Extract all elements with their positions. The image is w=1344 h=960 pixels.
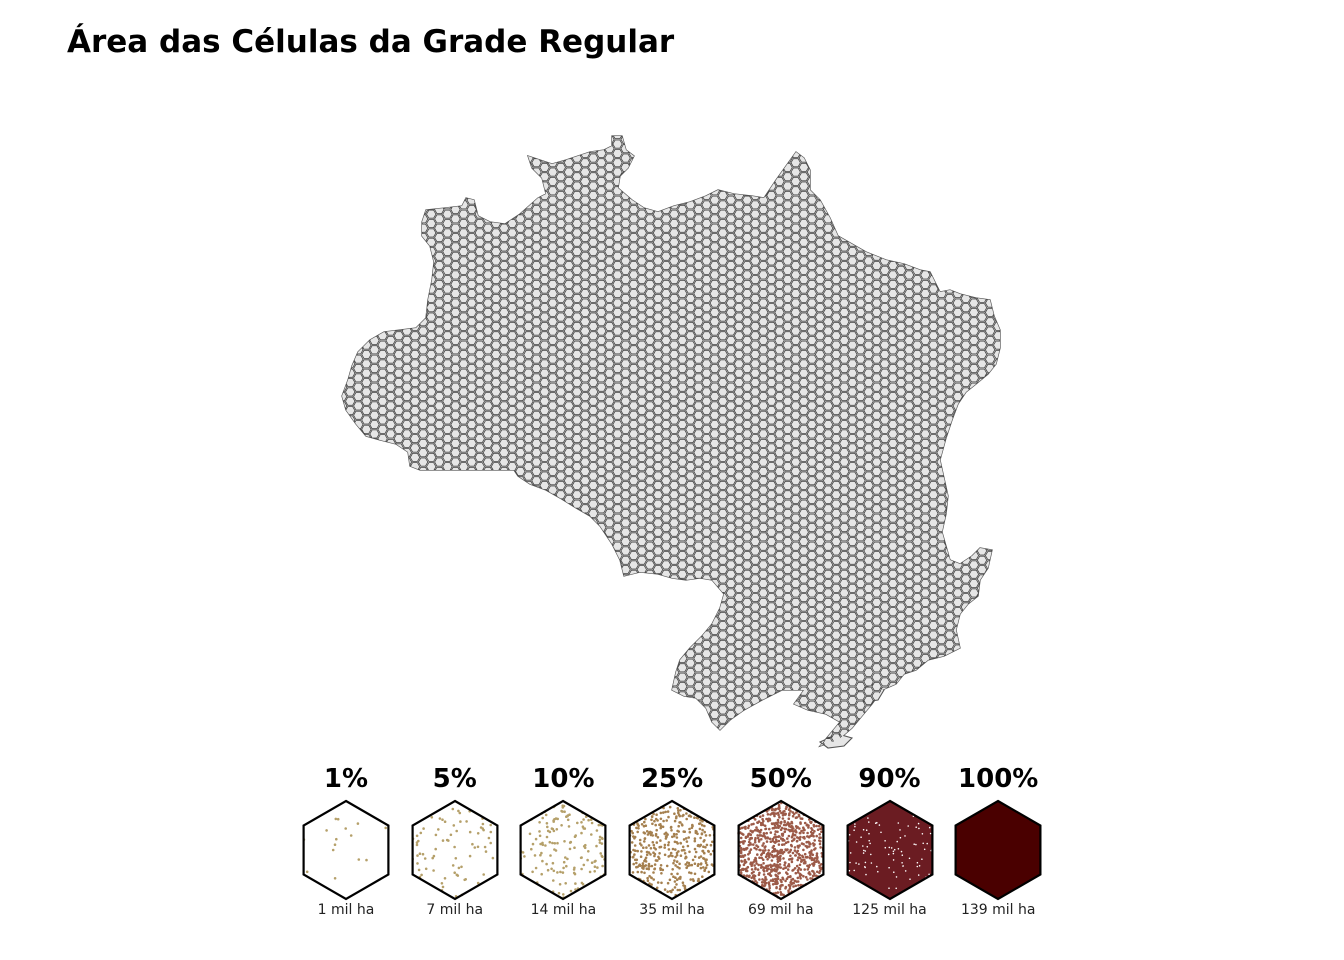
legend-hexagon xyxy=(411,799,499,901)
legend-hexagon-fill xyxy=(629,801,715,899)
legend-hexagon xyxy=(954,799,1042,901)
legend-percent: 50% xyxy=(749,764,812,794)
legend-area-label: 7 mil ha xyxy=(426,902,484,918)
legend-hexagon xyxy=(845,799,934,901)
legend-hexagon-outline xyxy=(845,799,934,901)
legend-item: 50% 69 mil ha xyxy=(726,760,836,918)
chart-title: Área das Células da Grade Regular xyxy=(67,24,675,60)
legend-hexagon xyxy=(628,799,716,901)
legend-area-label: 139 mil ha xyxy=(960,902,1036,918)
legend-hexagon-outline xyxy=(737,799,825,901)
legend-hexagon-fill xyxy=(520,801,606,899)
legend-hexagon-outline xyxy=(411,799,499,901)
legend-hexagon xyxy=(302,799,390,901)
legend-coverage-dots xyxy=(737,801,825,899)
legend-percent: 5% xyxy=(432,764,477,794)
legend-area-label: 35 mil ha xyxy=(639,902,705,918)
legend-hexagon-outline xyxy=(519,799,607,901)
legend-percent: 100% xyxy=(958,764,1039,794)
legend-percent: 90% xyxy=(858,764,921,794)
legend-hexagon xyxy=(519,799,607,901)
legend-hexagon-outline xyxy=(302,799,390,901)
legend-item: 10% 14 mil ha xyxy=(508,760,618,918)
legend-area-label: 1 mil ha xyxy=(317,902,375,918)
legend-coverage-dots xyxy=(628,805,716,897)
legend-item: 100% 139 mil ha xyxy=(943,760,1053,918)
legend-item: 1% 1 mil ha xyxy=(291,760,401,918)
legend-hexagon-fill xyxy=(303,801,389,899)
legend-percent: 25% xyxy=(640,764,704,794)
legend-percent: 10% xyxy=(532,764,595,794)
legend-hexagon-fill xyxy=(955,801,1041,899)
legend-coverage-dots xyxy=(411,807,494,898)
legend-area-label: 125 mil ha xyxy=(852,902,927,918)
legend-item: 25% 35 mil ha xyxy=(617,760,727,918)
legend-hexagon-fill xyxy=(847,801,932,899)
legend-item: 90% 125 mil ha xyxy=(835,760,945,918)
legend-item: 5% 7 mil ha xyxy=(400,760,510,918)
legend-percent: 1% xyxy=(323,764,369,794)
legend-hexagon-outline xyxy=(628,799,716,901)
legend-hexagon-outline xyxy=(954,799,1042,901)
legend-area-label: 14 mil ha xyxy=(530,902,597,918)
legend-hexagon-fill xyxy=(412,801,498,899)
legend-coverage-dots xyxy=(519,804,607,899)
hex-grid-map xyxy=(341,135,1001,749)
legend-hexagon xyxy=(737,799,825,901)
legend-area-label: 69 mil ha xyxy=(748,902,814,918)
